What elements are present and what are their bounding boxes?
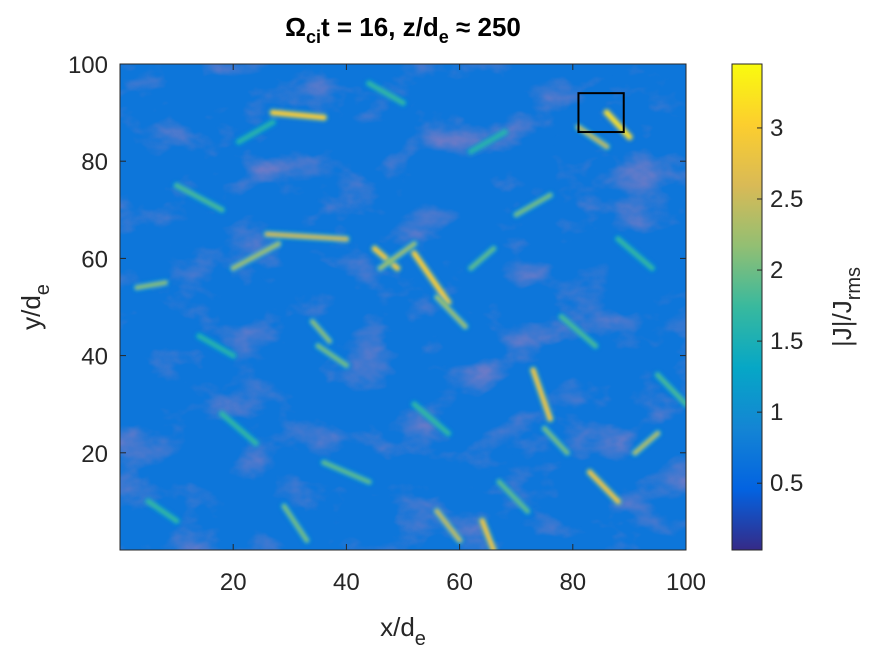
y-tick-label: 100 [68, 52, 108, 79]
current-sheet [412, 251, 451, 305]
current-sheet [282, 504, 309, 543]
current-sheet [146, 499, 179, 523]
current-sheet [434, 509, 462, 543]
current-sheet [270, 110, 326, 120]
current-sheet [514, 193, 553, 217]
current-sheet [468, 246, 496, 271]
x-tick-label: 80 [559, 569, 586, 596]
current-sheet [174, 183, 224, 212]
highlight-box [577, 92, 625, 134]
colorbar [731, 63, 763, 551]
colorbar-ticks: 0.5 1 1.5 2 2.5 3 [757, 115, 803, 497]
current-sheet [497, 479, 530, 514]
x-axis-label: x/de [380, 612, 426, 650]
y-tick-label: 60 [81, 246, 108, 273]
current-sheet [219, 411, 258, 446]
colorbar-tick-label: 2.5 [770, 186, 803, 213]
current-sheet [412, 402, 451, 436]
colorbar-tick-label: 3 [770, 115, 783, 142]
colorbar-tick-label: 1 [770, 399, 783, 426]
current-sheet [265, 232, 349, 241]
colorbar-label: |J|/Jrms [827, 267, 865, 347]
y-tick-label: 40 [81, 344, 108, 371]
current-sheet [434, 295, 468, 329]
x-tick-label: 60 [446, 569, 473, 596]
current-sheet [480, 518, 496, 550]
current-sheet [367, 81, 405, 105]
current-sheet [316, 343, 349, 368]
y-tick-label: 80 [81, 149, 108, 176]
plot-frame [119, 63, 687, 551]
current-sheet [542, 426, 570, 455]
y-axis-label: y/de [16, 284, 54, 330]
current-sheet [559, 314, 598, 348]
current-sheet [616, 236, 655, 271]
current-sheet [378, 241, 417, 271]
heatmap [120, 64, 686, 550]
current-sheet [633, 431, 660, 455]
colorbar-tick-label: 0.5 [770, 470, 803, 497]
current-sheet [372, 246, 400, 271]
current-sheet [587, 470, 621, 504]
current-sheet [655, 373, 686, 407]
current-sheet [310, 319, 332, 344]
chart-title: Ωcit = 16, z/de ≈ 250 [285, 12, 521, 47]
x-tick-label: 40 [333, 569, 360, 596]
y-tick-label: 20 [81, 441, 108, 468]
current-sheet [134, 280, 168, 290]
current-sheet [231, 241, 281, 271]
x-tick-label: 20 [220, 569, 247, 596]
current-sheet [576, 125, 609, 149]
current-sheet [468, 130, 507, 154]
current-sheet [197, 334, 236, 358]
current-sheets [132, 78, 686, 550]
x-axis: 20 40 60 80 100 [220, 64, 706, 596]
current-sheet [531, 368, 553, 421]
x-tick-label: 100 [666, 569, 706, 596]
colorbar-tick-label: 1.5 [770, 328, 803, 355]
heatmap-texture [120, 64, 686, 550]
current-sheet [236, 120, 275, 144]
current-sheet [321, 460, 372, 484]
current-sheet [604, 110, 632, 139]
y-axis: 20 40 60 80 100 [68, 52, 686, 468]
colorbar-tick-label: 2 [770, 257, 783, 284]
